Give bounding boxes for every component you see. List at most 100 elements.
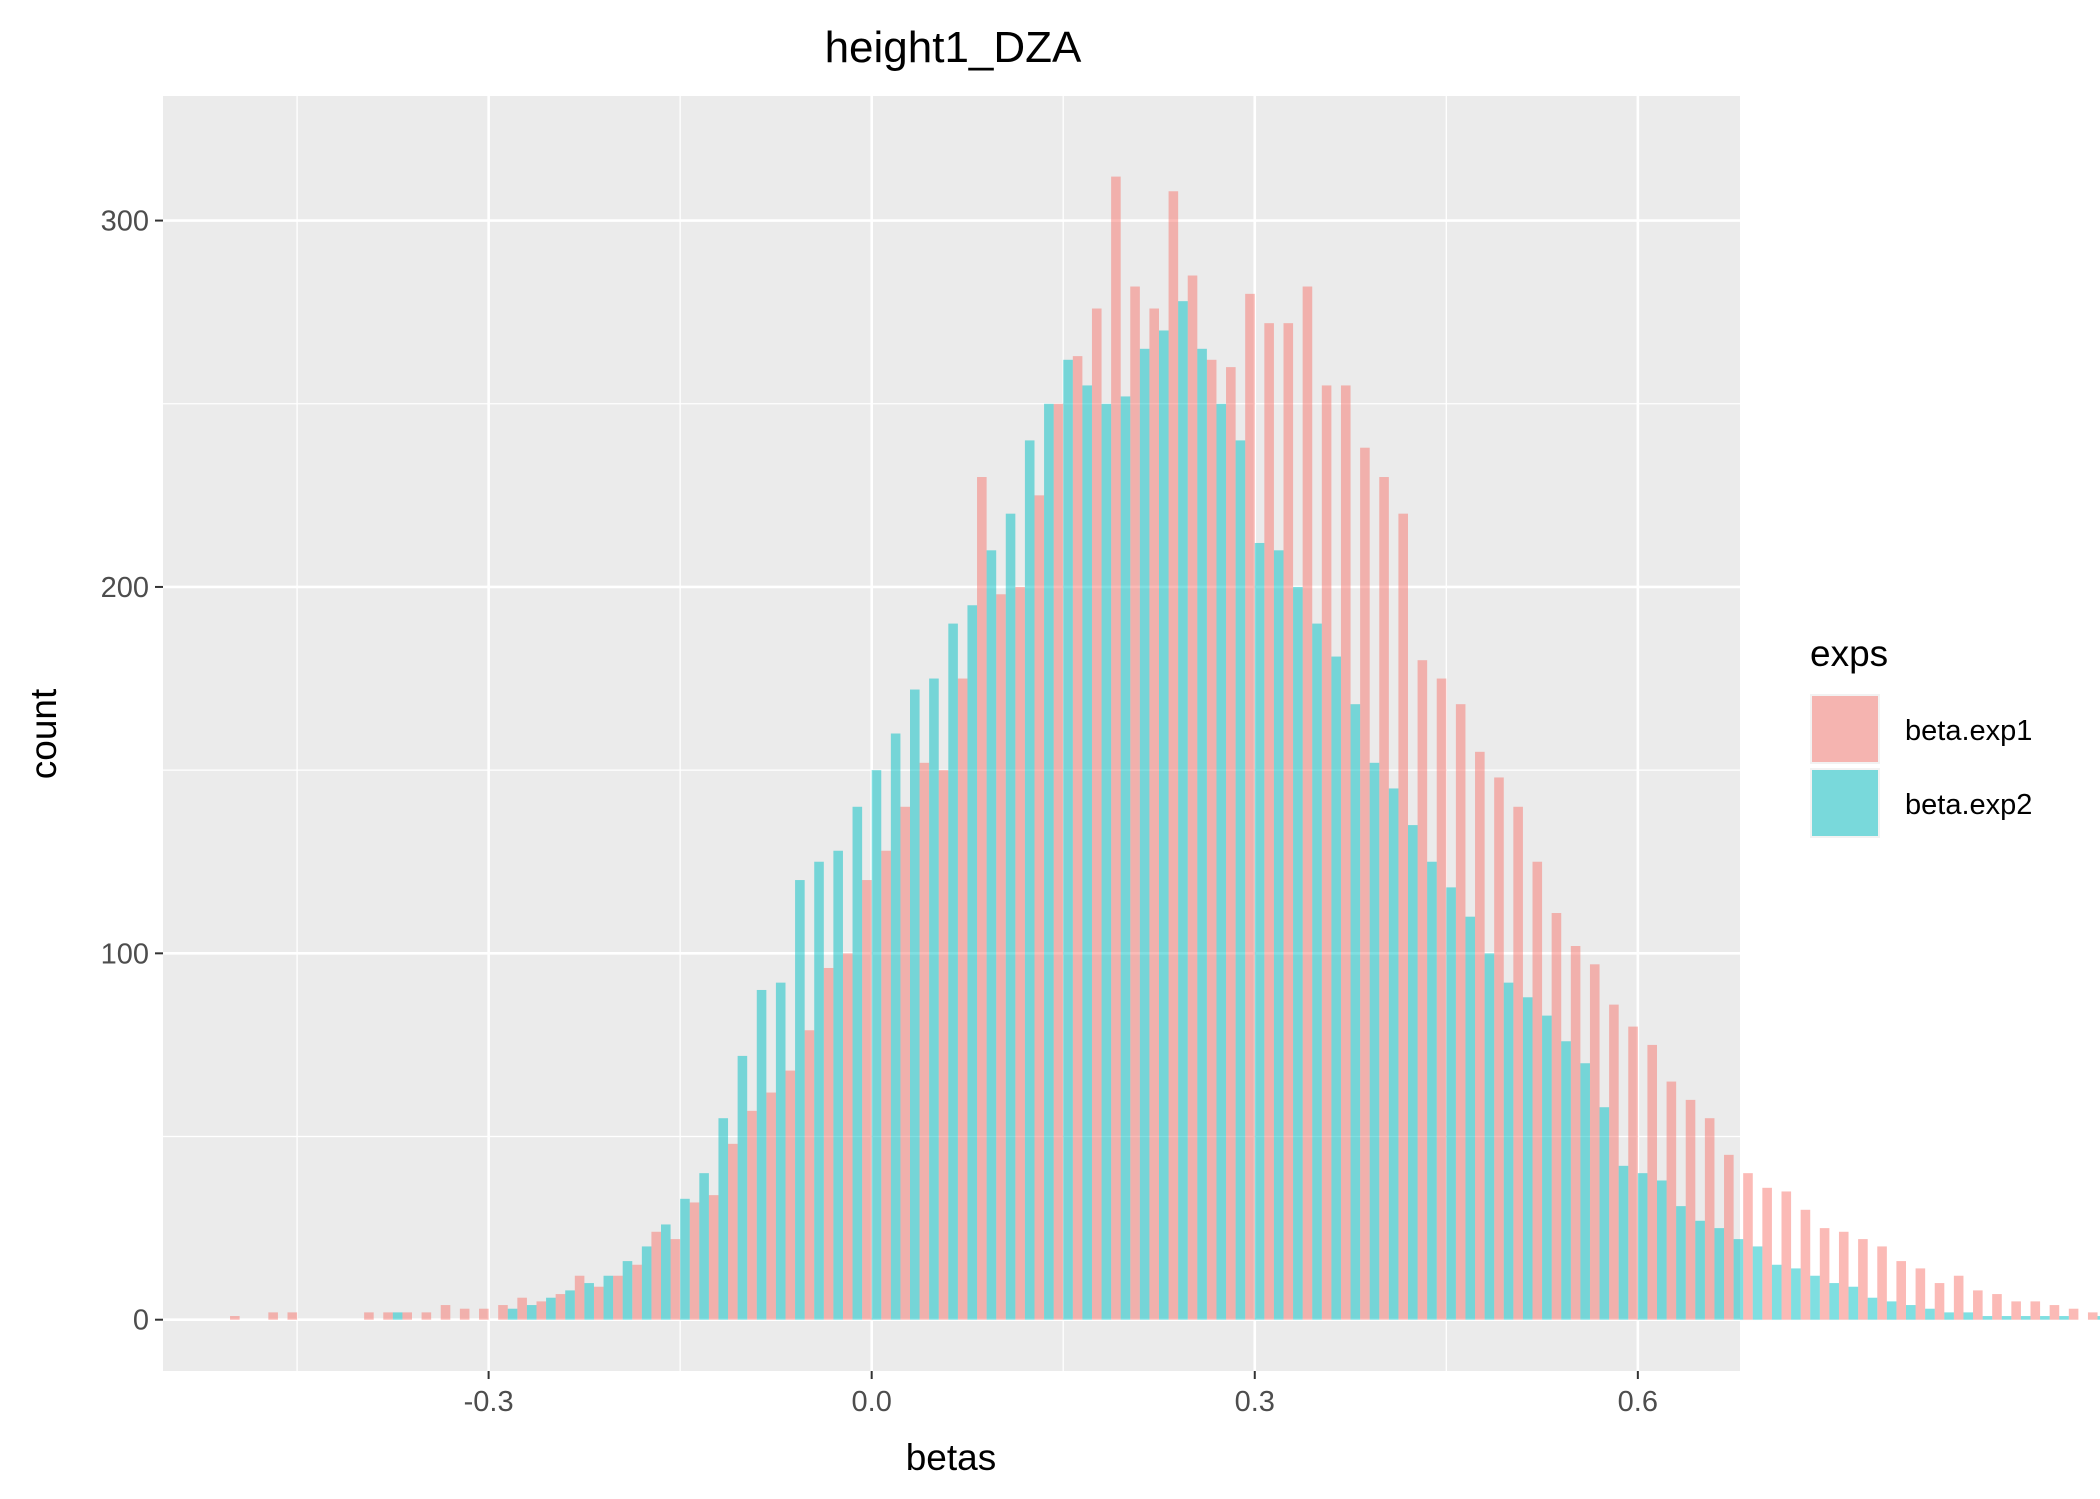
bar-beta-exp2 bbox=[890, 733, 901, 1320]
y-tick-label: 300 bbox=[101, 206, 149, 238]
bar-beta-exp2 bbox=[1446, 887, 1456, 1320]
y-tick-label: 100 bbox=[101, 938, 149, 970]
bar-beta-exp1 bbox=[1321, 385, 1332, 1320]
bar-beta-exp2 bbox=[1982, 1316, 1993, 1320]
bar-beta-exp2 bbox=[1331, 656, 1341, 1320]
bar-beta-exp2 bbox=[929, 678, 939, 1320]
x-tick-label: -0.3 bbox=[464, 1386, 514, 1418]
bar-beta-exp1 bbox=[613, 1275, 623, 1320]
bar-beta-exp1 bbox=[1494, 777, 1504, 1320]
bar-beta-exp1 bbox=[402, 1312, 412, 1320]
bar-beta-exp1 bbox=[1724, 1154, 1734, 1320]
bar-beta-exp2 bbox=[737, 1055, 748, 1320]
bar-beta-exp1 bbox=[919, 762, 930, 1320]
bar-beta-exp1 bbox=[230, 1316, 240, 1320]
bar-beta-exp2 bbox=[1886, 1301, 1897, 1320]
bar-beta-exp2 bbox=[1676, 1206, 1686, 1320]
bar-beta-exp1 bbox=[383, 1312, 393, 1320]
bar-beta-exp1 bbox=[1781, 1191, 1792, 1320]
bar-beta-exp1 bbox=[1455, 704, 1466, 1320]
bar-beta-exp2 bbox=[1254, 542, 1265, 1320]
bar-beta-exp1 bbox=[1953, 1275, 1964, 1320]
bar-beta-exp1 bbox=[364, 1312, 374, 1320]
bar-beta-exp1 bbox=[1628, 1026, 1638, 1320]
bar-beta-exp1 bbox=[1245, 293, 1255, 1320]
bar-beta-exp2 bbox=[584, 1283, 594, 1320]
bar-beta-exp2 bbox=[1714, 1228, 1725, 1320]
bar-beta-exp2 bbox=[2020, 1316, 2031, 1320]
legend-key-exp1 bbox=[1812, 696, 1878, 762]
bar-beta-exp1 bbox=[1360, 447, 1370, 1320]
bar-beta-exp1 bbox=[268, 1312, 278, 1320]
bar-beta-exp1 bbox=[2068, 1308, 2079, 1320]
legend-label-exp2: beta.exp2 bbox=[1905, 789, 2032, 821]
bar-beta-exp1 bbox=[1475, 751, 1485, 1320]
bar-beta-exp2 bbox=[1350, 704, 1361, 1320]
bar-beta-exp2 bbox=[1408, 825, 1418, 1320]
bar-beta-exp2 bbox=[1503, 982, 1514, 1320]
bar-beta-exp1 bbox=[536, 1301, 547, 1320]
bar-beta-exp2 bbox=[1791, 1268, 1801, 1320]
bar-beta-exp2 bbox=[2059, 1316, 2069, 1320]
bar-beta-exp1 bbox=[498, 1305, 508, 1320]
bar-beta-exp2 bbox=[1522, 997, 1533, 1320]
bar-beta-exp2 bbox=[1944, 1312, 1954, 1320]
bar-beta-exp2 bbox=[871, 770, 882, 1320]
legend: exps beta.exp1 beta.exp2 bbox=[1810, 633, 2032, 838]
bar-beta-exp1 bbox=[479, 1308, 489, 1320]
bar-beta-exp1 bbox=[1609, 1004, 1619, 1320]
bar-beta-exp1 bbox=[632, 1264, 642, 1320]
x-tick-label: 0.3 bbox=[1235, 1386, 1275, 1418]
bar-beta-exp1 bbox=[766, 1092, 776, 1320]
bar-beta-exp2 bbox=[507, 1308, 518, 1320]
bar-beta-exp1 bbox=[1379, 477, 1389, 1320]
bar-beta-exp1 bbox=[1743, 1173, 1753, 1320]
bar-beta-exp2 bbox=[967, 605, 978, 1320]
bar-beta-exp2 bbox=[1120, 396, 1131, 1320]
chart-title: height1_DZA bbox=[825, 23, 1082, 72]
bar-beta-exp1 bbox=[804, 1030, 815, 1320]
bar-beta-exp1 bbox=[785, 1070, 796, 1320]
bar-beta-exp1 bbox=[2049, 1305, 2060, 1320]
bar-beta-exp2 bbox=[2097, 1316, 2100, 1320]
bar-beta-exp1 bbox=[747, 1110, 757, 1320]
y-tick-label: 200 bbox=[101, 572, 149, 604]
bar-beta-exp1 bbox=[1264, 323, 1274, 1320]
bar-beta-exp1 bbox=[1915, 1268, 1926, 1320]
bar-beta-exp1 bbox=[996, 594, 1006, 1320]
bar-beta-exp2 bbox=[756, 989, 767, 1320]
bar-beta-exp1 bbox=[287, 1312, 298, 1320]
bar-beta-exp1 bbox=[881, 850, 891, 1320]
bar-beta-exp1 bbox=[1934, 1283, 1945, 1320]
bar-beta-exp1 bbox=[1398, 513, 1408, 1320]
bar-beta-exp1 bbox=[1551, 913, 1562, 1320]
bar-beta-exp1 bbox=[1819, 1228, 1830, 1320]
bar-beta-exp2 bbox=[1139, 348, 1150, 1320]
bar-beta-exp1 bbox=[957, 678, 968, 1320]
bar-beta-exp1 bbox=[1130, 286, 1140, 1320]
bar-beta-exp1 bbox=[938, 770, 949, 1320]
y-axis-ticks: 0 100 200 300 bbox=[101, 206, 163, 1337]
bar-beta-exp2 bbox=[603, 1275, 614, 1320]
bar-beta-exp2 bbox=[1695, 1220, 1705, 1320]
bar-beta-exp1 bbox=[555, 1294, 566, 1320]
legend-label-exp1: beta.exp1 bbox=[1905, 715, 2032, 747]
bar-beta-exp1 bbox=[1513, 806, 1523, 1320]
legend-key-exp2 bbox=[1812, 770, 1878, 836]
bar-beta-exp2 bbox=[622, 1261, 633, 1320]
bar-beta-exp1 bbox=[670, 1239, 681, 1320]
bar-beta-exp2 bbox=[565, 1290, 575, 1320]
bar-beta-exp1 bbox=[1992, 1294, 2002, 1320]
bar-beta-exp1 bbox=[1762, 1187, 1772, 1320]
bar-beta-exp1 bbox=[421, 1312, 432, 1320]
bar-beta-exp2 bbox=[1618, 1165, 1629, 1320]
bar-beta-exp2 bbox=[1235, 440, 1246, 1320]
bar-beta-exp2 bbox=[1657, 1180, 1667, 1320]
bar-beta-exp2 bbox=[1427, 861, 1437, 1320]
bar-beta-exp2 bbox=[1465, 916, 1476, 1320]
bar-beta-exp2 bbox=[1101, 403, 1112, 1320]
bar-beta-exp2 bbox=[1906, 1305, 1916, 1320]
x-tick-label: 0.0 bbox=[852, 1386, 892, 1418]
bar-beta-exp1 bbox=[1283, 323, 1294, 1320]
